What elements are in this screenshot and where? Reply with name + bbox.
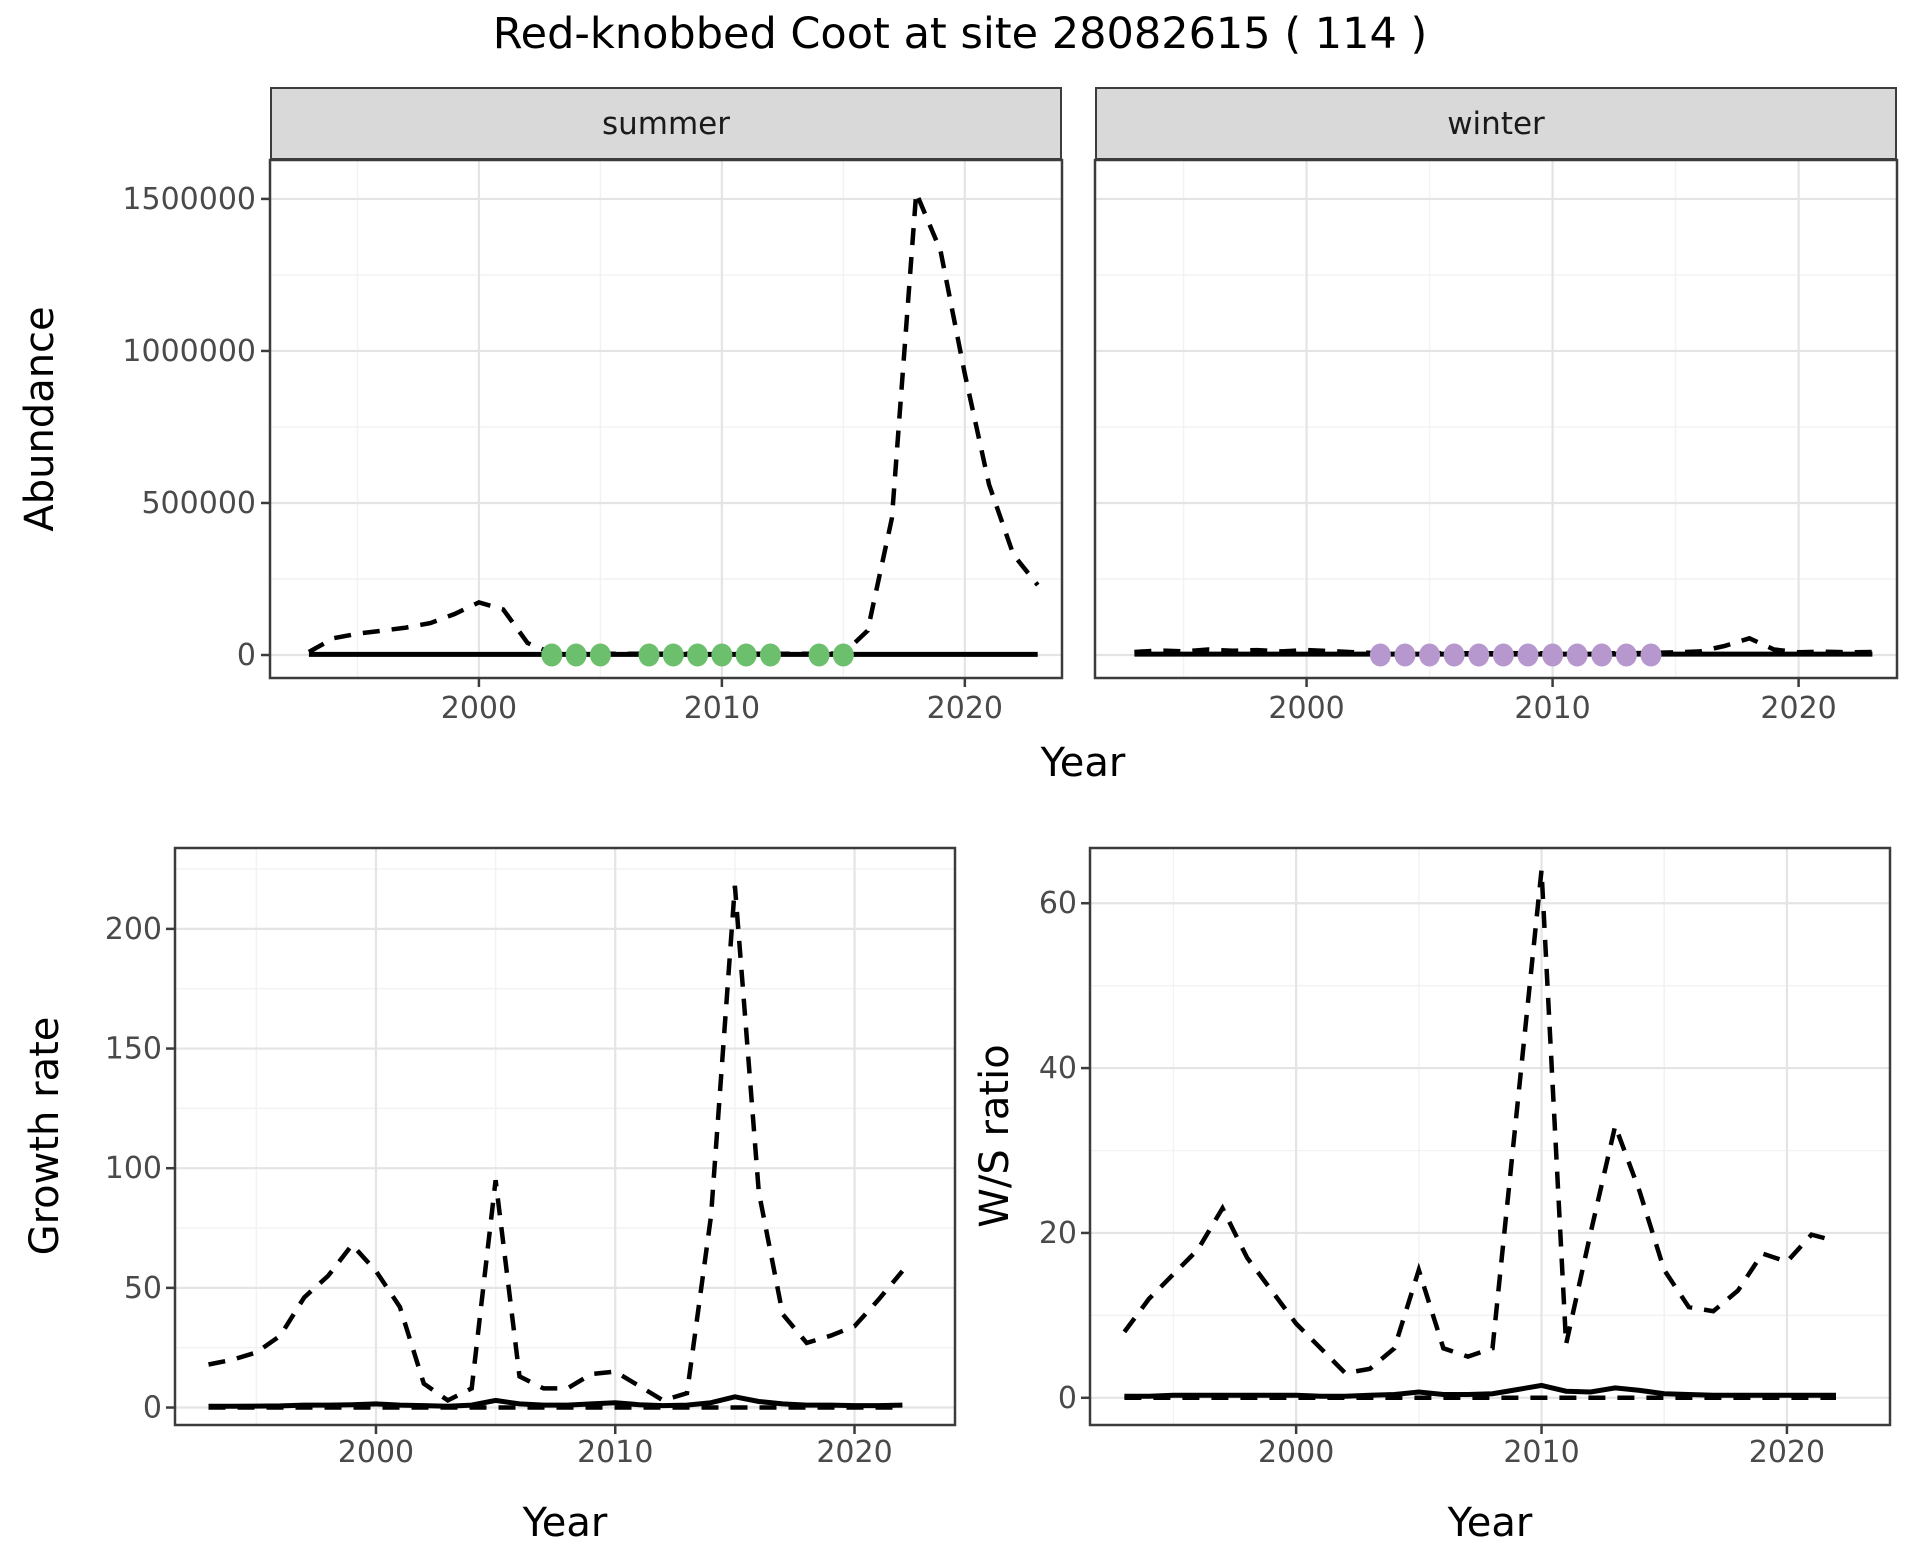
x-tick-label: 2010 bbox=[1503, 1435, 1579, 1470]
growth-rate-modelled-trend-line bbox=[208, 885, 905, 1404]
x-tick-label: 2020 bbox=[1749, 1435, 1825, 1470]
abundance-winter-data-point bbox=[1419, 643, 1441, 667]
abundance-winter-modelled-trend-line bbox=[1134, 635, 1873, 656]
abundance-summer-data-point bbox=[638, 643, 660, 667]
y-tick-label: 0 bbox=[237, 638, 256, 673]
abundance-winter-data-point bbox=[1468, 643, 1490, 667]
x-tick-label: 2000 bbox=[1258, 1435, 1334, 1470]
y-tick-label: 500000 bbox=[141, 486, 256, 521]
facet-strip-winter: winter bbox=[1095, 87, 1897, 160]
abundance-summer-panel-bg bbox=[270, 160, 1062, 678]
y-tick-label: 0 bbox=[143, 1391, 162, 1426]
x-tick-label: 2020 bbox=[1760, 691, 1836, 726]
x-tick-label: 2000 bbox=[338, 1435, 414, 1470]
page-title: Red-knobbed Coot at site 28082615 ( 114 … bbox=[492, 9, 1428, 59]
abundance-summer-data-point bbox=[832, 643, 854, 667]
x-tick-label: 2020 bbox=[816, 1435, 892, 1470]
ws-ratio-modelled-trend-line bbox=[1122, 870, 1837, 1376]
growth-rate-panel-bg bbox=[175, 848, 955, 1425]
y-tick-label: 0 bbox=[1058, 1381, 1077, 1416]
abundance-winter-data-point bbox=[1369, 643, 1391, 667]
y-tick-label: 1000000 bbox=[122, 334, 256, 369]
abundance-winter-data-point bbox=[1566, 643, 1588, 667]
abundance-summer-data-point bbox=[687, 643, 709, 667]
ws-ratio-panel-border bbox=[1088, 846, 1892, 1427]
x-tick-label: 2000 bbox=[441, 691, 517, 726]
abundance-winter-data-point bbox=[1615, 643, 1637, 667]
y-tick-label: 50 bbox=[124, 1271, 162, 1306]
x-axis-title-year-bottom-left: Year bbox=[522, 1500, 608, 1546]
facet-strip-summer: summer bbox=[270, 87, 1062, 160]
abundance-winter-data-point bbox=[1394, 643, 1416, 667]
abundance-summer-data-point bbox=[759, 643, 781, 667]
x-axis-title-year-bottom-right: Year bbox=[1447, 1500, 1533, 1546]
abundance-summer-data-point bbox=[589, 643, 611, 667]
x-axis-title-year-top: Year bbox=[1040, 740, 1126, 786]
x-tick-label: 2010 bbox=[684, 691, 760, 726]
y-tick-label: 100 bbox=[105, 1151, 162, 1186]
abundance-summer-data-point bbox=[662, 643, 684, 667]
growth-rate-panel-border bbox=[173, 846, 957, 1427]
abundance-winter-data-point bbox=[1591, 643, 1613, 667]
abundance-summer-data-point bbox=[541, 643, 563, 667]
y-tick-label: 1500000 bbox=[122, 182, 256, 217]
x-tick-label: 2000 bbox=[1268, 691, 1344, 726]
x-tick-label: 2010 bbox=[577, 1435, 653, 1470]
growth-rate-observed-line bbox=[208, 1394, 903, 1409]
abundance-summer-data-point bbox=[808, 643, 830, 667]
y-tick-label: 20 bbox=[1039, 1216, 1077, 1251]
abundance-summer-data-point bbox=[711, 643, 733, 667]
abundance-winter-data-point bbox=[1640, 643, 1662, 667]
abundance-summer-data-point bbox=[565, 643, 587, 667]
ws-ratio-observed-line bbox=[1124, 1382, 1836, 1399]
facet-strip-winter-label: winter bbox=[1447, 105, 1545, 142]
abundance-summer-data-point bbox=[735, 643, 757, 667]
y-tick-label: 40 bbox=[1039, 1051, 1077, 1086]
y-tick-label: 150 bbox=[105, 1032, 162, 1067]
abundance-summer-panel-border bbox=[268, 158, 1064, 680]
facet-strip-summer-label: summer bbox=[601, 105, 730, 142]
abundance-winter-data-point bbox=[1517, 643, 1539, 667]
x-tick-label: 2020 bbox=[927, 691, 1003, 726]
y-tick-label: 200 bbox=[105, 912, 162, 947]
abundance-winter-panel-bg bbox=[1095, 160, 1897, 678]
abundance-winter-panel-border bbox=[1093, 158, 1899, 680]
y-tick-label: 60 bbox=[1039, 886, 1077, 921]
abundance-winter-data-point bbox=[1542, 643, 1564, 667]
x-tick-label: 2010 bbox=[1514, 691, 1590, 726]
abundance-winter-data-point bbox=[1492, 643, 1514, 667]
ws-ratio-panel-bg bbox=[1090, 848, 1890, 1425]
abundance-winter-data-point bbox=[1443, 643, 1465, 667]
